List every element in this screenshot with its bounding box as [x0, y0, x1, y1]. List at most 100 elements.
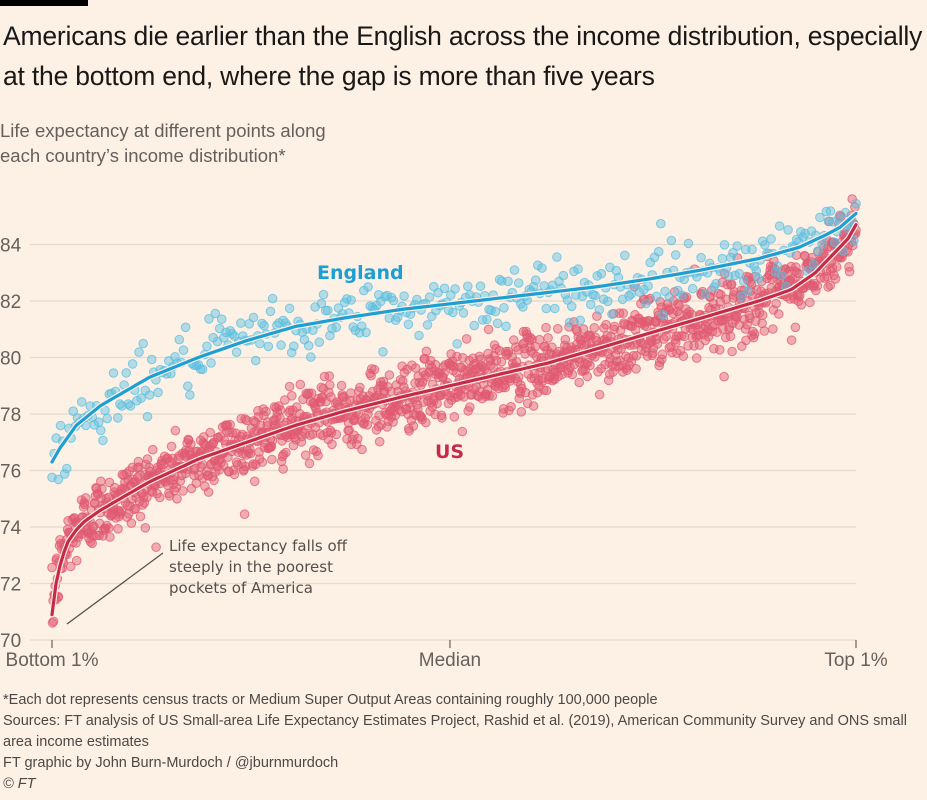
annotation-line-2: steeply in the poorest [169, 558, 333, 576]
england-dot [656, 218, 666, 229]
us-dot [336, 380, 347, 391]
england-dot [717, 253, 728, 264]
england-dot [263, 341, 274, 352]
england-dot [96, 425, 106, 436]
england-dot [830, 237, 840, 248]
england-dot [808, 259, 819, 270]
us-dot [657, 354, 667, 365]
us-dot [374, 436, 385, 447]
us-dot [446, 349, 456, 359]
us-dot [105, 532, 115, 542]
us-dot [209, 475, 219, 486]
us-dot [324, 387, 334, 398]
england-dot [594, 305, 605, 315]
us-dot [530, 341, 541, 352]
us-dot [661, 331, 671, 342]
us-dot [500, 382, 511, 393]
us-dot [757, 310, 768, 321]
ft-brand-bar [0, 0, 88, 6]
us-dot [487, 391, 498, 401]
england-dot [136, 393, 146, 404]
england-dot [550, 303, 560, 314]
us-dot [166, 441, 177, 452]
us-dot [825, 280, 836, 291]
us-dot [432, 398, 442, 409]
england-dot [68, 406, 78, 417]
series-labels: England US [317, 262, 464, 463]
credit: FT graphic by John Burn-Murdoch / @jburn… [3, 755, 339, 771]
us-dot [81, 493, 91, 503]
us-dot [346, 388, 356, 398]
us-dot [647, 348, 658, 358]
us-dot [439, 368, 449, 379]
us-dot [310, 422, 321, 433]
us-dot [626, 356, 637, 367]
england-dot [424, 292, 435, 302]
us-dot [421, 346, 432, 357]
y-tick-label: 82 [0, 292, 21, 313]
england-dot [412, 294, 422, 305]
england-dot [626, 289, 636, 299]
england-dot [399, 291, 409, 301]
us-dot [175, 476, 185, 487]
england-dot [62, 463, 72, 474]
us-dot [527, 390, 538, 400]
england-dot [564, 317, 575, 328]
us-dot [344, 425, 354, 436]
us-dot [239, 509, 250, 520]
us-dot [319, 371, 330, 382]
england-dot [734, 268, 745, 279]
england-dot [603, 296, 613, 307]
us-dot [574, 377, 585, 388]
us-dot [277, 436, 287, 446]
us-dot [325, 380, 335, 390]
england-dot [388, 295, 399, 306]
england-dot [255, 338, 265, 349]
england-dot [303, 340, 314, 351]
us-dot [541, 385, 552, 396]
us-dot [483, 324, 494, 335]
us-dot [483, 348, 493, 359]
england-dot [231, 347, 242, 358]
england-dot [620, 250, 630, 261]
us-dot [275, 413, 285, 423]
england-trend-line [50, 211, 858, 464]
england-dot [55, 420, 66, 431]
england-dot [265, 306, 276, 317]
us-dot [287, 391, 297, 401]
england-dot [361, 327, 371, 338]
us-dot [642, 321, 652, 332]
us-dot [457, 426, 468, 437]
series-label-england: England [317, 262, 404, 284]
x-tick-label: Median [419, 650, 481, 671]
us-dot [628, 351, 639, 361]
us-dot [589, 323, 600, 333]
us-dot [71, 538, 81, 548]
us-dot [384, 370, 395, 380]
us-dot [749, 329, 760, 339]
england-dot [573, 264, 583, 274]
x-tick-label: Bottom 1% [6, 650, 99, 671]
us-dot [116, 506, 127, 517]
us-dot [261, 406, 271, 417]
england-dot [108, 368, 119, 378]
england-dot [728, 248, 738, 258]
england-dot [53, 474, 64, 485]
us-dot [582, 371, 593, 382]
us-dot [422, 372, 432, 382]
us-dot [97, 484, 107, 494]
england-dot [267, 293, 278, 304]
us-dot [642, 351, 653, 361]
us-dot [748, 332, 759, 343]
england-dot [98, 435, 108, 446]
us-dot [362, 420, 373, 430]
us-dot [437, 413, 447, 423]
england-dot [378, 347, 388, 357]
england-dot [566, 301, 577, 312]
us-dot [304, 458, 315, 469]
england-dot [772, 261, 783, 271]
england-dot [450, 284, 460, 294]
us-dot [796, 300, 807, 310]
us-dot [790, 322, 801, 333]
england-dot [76, 397, 87, 407]
